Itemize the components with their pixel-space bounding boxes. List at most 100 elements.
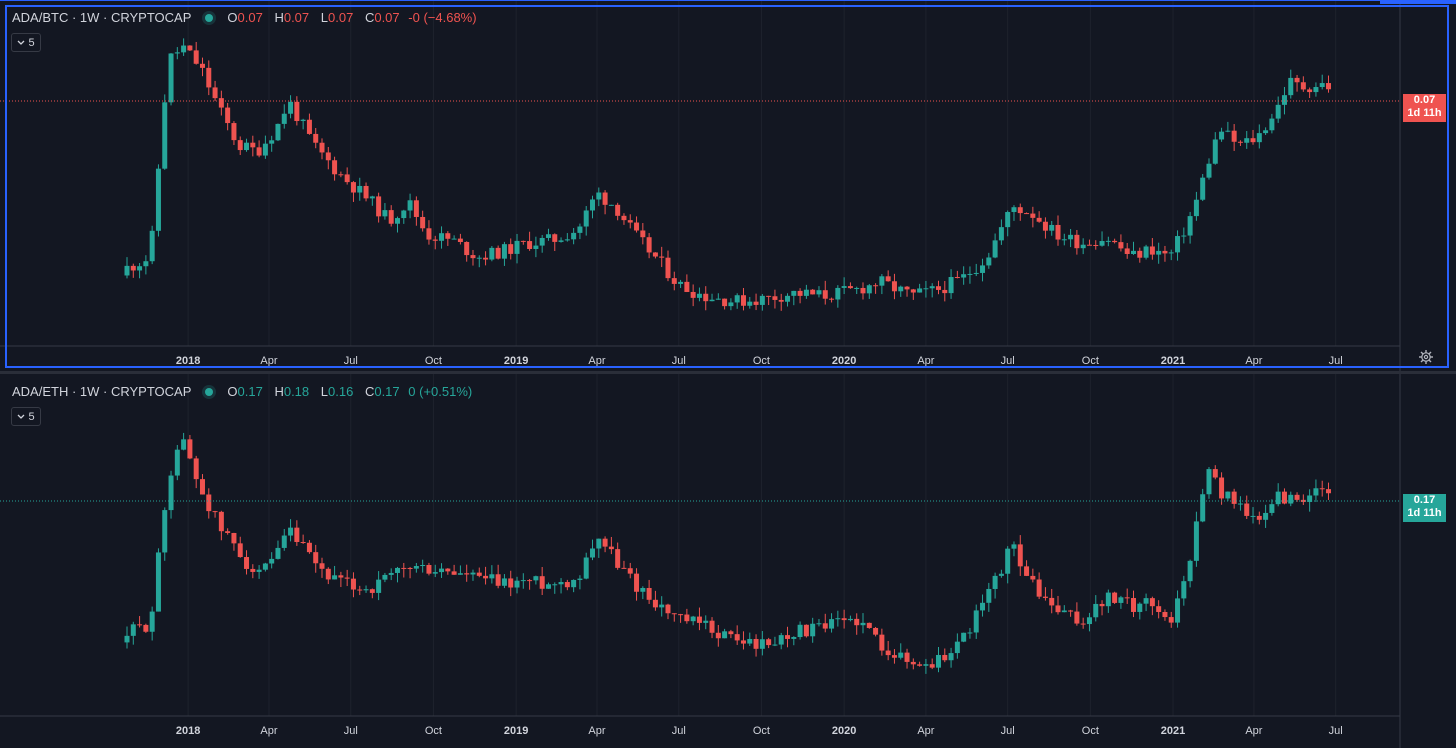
- candle-body[interactable]: [1313, 488, 1319, 496]
- candle-body[interactable]: [1105, 592, 1111, 607]
- candle-body[interactable]: [508, 578, 514, 588]
- candle-body[interactable]: [1281, 95, 1287, 105]
- candle-body[interactable]: [533, 576, 539, 581]
- candle-body[interactable]: [678, 281, 684, 284]
- candle-body[interactable]: [1149, 598, 1155, 607]
- candle-body[interactable]: [520, 580, 526, 582]
- candle-body[interactable]: [325, 152, 331, 161]
- candle-body[interactable]: [451, 238, 457, 240]
- candle-body[interactable]: [634, 573, 640, 592]
- candle-body[interactable]: [973, 610, 979, 633]
- candle-body[interactable]: [1200, 177, 1206, 200]
- candle-body[interactable]: [1319, 83, 1325, 88]
- candle-body[interactable]: [961, 274, 967, 278]
- candle-body[interactable]: [652, 252, 658, 257]
- candle-body[interactable]: [722, 631, 728, 639]
- candle-body[interactable]: [747, 301, 753, 306]
- candle-body[interactable]: [1225, 130, 1231, 132]
- candle-body[interactable]: [237, 543, 243, 558]
- candle-body[interactable]: [445, 568, 451, 572]
- candle-body[interactable]: [1017, 544, 1023, 567]
- candle-body[interactable]: [168, 53, 174, 103]
- candle-body[interactable]: [1143, 598, 1149, 604]
- candle-body[interactable]: [715, 298, 721, 300]
- candle-body[interactable]: [998, 227, 1004, 241]
- candle-body[interactable]: [967, 632, 973, 634]
- candle-body[interactable]: [873, 285, 879, 287]
- candle-body[interactable]: [766, 295, 772, 297]
- candle-body[interactable]: [181, 439, 187, 450]
- candle-body[interactable]: [206, 67, 212, 88]
- candle-body[interactable]: [986, 588, 992, 603]
- candle-body[interactable]: [545, 234, 551, 238]
- candle-body[interactable]: [306, 119, 312, 134]
- candle-body[interactable]: [501, 578, 507, 586]
- candle-body[interactable]: [860, 287, 866, 294]
- candle-body[interactable]: [822, 290, 828, 299]
- candle-body[interactable]: [1212, 139, 1218, 164]
- candle-body[interactable]: [319, 142, 325, 153]
- candle-body[interactable]: [1118, 242, 1124, 249]
- candle-body[interactable]: [923, 664, 929, 666]
- candle-body[interactable]: [1149, 246, 1155, 255]
- candle-body[interactable]: [1162, 611, 1168, 618]
- candle-body[interactable]: [357, 589, 363, 591]
- candle-body[interactable]: [1187, 560, 1193, 582]
- candlestick-chart-ada-btc[interactable]: 2018 Apr Jul Oct 2019 Apr Jul Oct 2020 Apr Jul Oct 2…: [0, 0, 1456, 372]
- candle-body[interactable]: [470, 255, 476, 259]
- candle-body[interactable]: [212, 511, 218, 513]
- candle-body[interactable]: [954, 277, 960, 279]
- chart-pane-ada-eth[interactable]: 2018 Apr Jul Oct 2019 Apr Jul Oct 2020 Apr Jul Oct 2…: [0, 374, 1456, 748]
- candle-body[interactable]: [1036, 579, 1042, 597]
- candle-body[interactable]: [1099, 241, 1105, 246]
- candle-body[interactable]: [244, 557, 250, 569]
- candle-body[interactable]: [847, 286, 853, 289]
- candle-body[interactable]: [847, 618, 853, 621]
- candle-body[interactable]: [1011, 207, 1017, 213]
- candle-body[interactable]: [571, 579, 577, 588]
- candle-body[interactable]: [967, 273, 973, 275]
- candle-body[interactable]: [829, 298, 835, 300]
- candle-body[interactable]: [552, 584, 558, 586]
- candle-body[interactable]: [155, 168, 161, 231]
- candle-body[interactable]: [130, 265, 136, 271]
- candle-body[interactable]: [288, 527, 294, 536]
- candle-body[interactable]: [495, 574, 501, 586]
- candle-body[interactable]: [917, 664, 923, 666]
- candle-body[interactable]: [162, 510, 168, 553]
- candle-body[interactable]: [1156, 250, 1162, 255]
- candle-body[interactable]: [1130, 598, 1136, 612]
- candle-body[interactable]: [1225, 491, 1231, 499]
- candle-body[interactable]: [1250, 515, 1256, 517]
- candle-body[interactable]: [1256, 515, 1262, 520]
- candle-body[interactable]: [583, 557, 589, 579]
- candle-body[interactable]: [961, 632, 967, 642]
- candle-body[interactable]: [193, 50, 199, 64]
- pane-separator[interactable]: [0, 371, 1456, 374]
- candle-body[interactable]: [1193, 521, 1199, 561]
- candle-body[interactable]: [891, 281, 897, 292]
- candle-body[interactable]: [791, 290, 797, 296]
- candle-body[interactable]: [1162, 250, 1168, 254]
- candle-body[interactable]: [703, 293, 709, 302]
- candle-body[interactable]: [470, 572, 476, 575]
- candle-body[interactable]: [696, 616, 702, 623]
- candle-body[interactable]: [992, 240, 998, 258]
- candle-body[interactable]: [527, 241, 533, 249]
- candle-body[interactable]: [407, 567, 413, 569]
- candle-body[interactable]: [942, 654, 948, 661]
- candle-body[interactable]: [778, 635, 784, 645]
- candle-body[interactable]: [124, 265, 130, 276]
- candle-body[interactable]: [514, 580, 520, 588]
- collapse-indicators-button[interactable]: 5: [11, 407, 41, 426]
- candle-body[interactable]: [646, 587, 652, 600]
- candle-body[interactable]: [797, 624, 803, 638]
- candle-body[interactable]: [256, 569, 262, 572]
- candle-body[interactable]: [835, 618, 841, 620]
- candle-body[interactable]: [1288, 77, 1294, 96]
- candle-body[interactable]: [854, 287, 860, 289]
- candle-body[interactable]: [929, 664, 935, 668]
- candle-body[interactable]: [533, 245, 539, 249]
- candle-body[interactable]: [476, 572, 482, 576]
- candle-body[interactable]: [1124, 248, 1130, 254]
